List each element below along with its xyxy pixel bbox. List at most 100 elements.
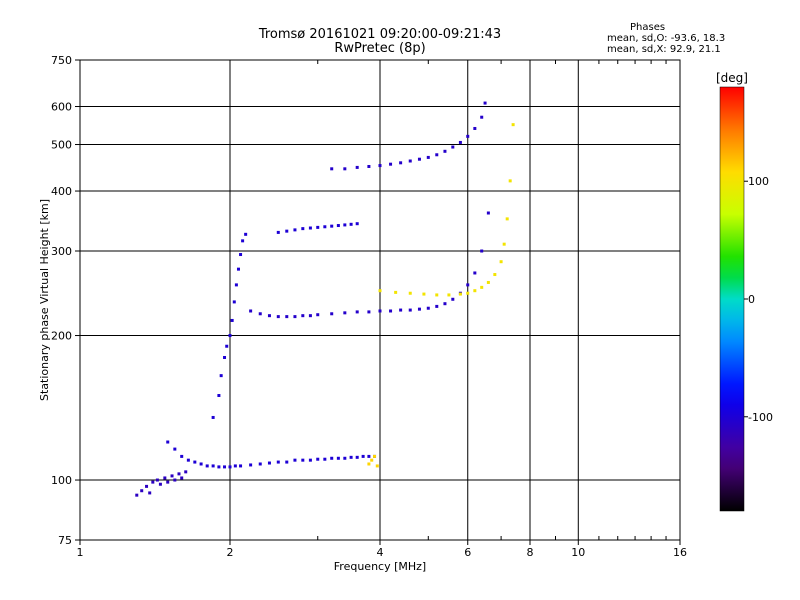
- colorbar-label: [deg]: [716, 71, 748, 85]
- data-point: [480, 115, 484, 119]
- series-f2-x-mode: [378, 123, 515, 297]
- data-point: [505, 217, 509, 221]
- series-e-layer-tail: [367, 454, 379, 468]
- series-f1-echo-2f: [330, 101, 487, 171]
- y-tick-label: 300: [51, 245, 72, 258]
- y-tick-label: 75: [58, 534, 72, 547]
- data-point: [499, 260, 503, 264]
- data-point: [370, 458, 374, 462]
- data-point: [473, 271, 477, 275]
- data-point: [223, 465, 227, 469]
- data-point: [186, 458, 190, 462]
- data-point: [336, 456, 340, 460]
- data-point: [443, 302, 447, 306]
- data-point: [349, 455, 353, 459]
- data-point: [241, 239, 245, 243]
- data-point: [285, 315, 289, 319]
- data-point: [373, 454, 377, 458]
- data-point: [151, 480, 155, 484]
- data-point: [349, 222, 353, 226]
- data-point: [155, 478, 159, 482]
- data-point: [480, 249, 484, 253]
- data-point: [158, 482, 162, 486]
- chart-subtitle: RwPretec (8p): [334, 41, 426, 56]
- data-point: [483, 101, 487, 105]
- data-point: [301, 227, 305, 231]
- data-point: [276, 230, 280, 234]
- data-point: [308, 314, 312, 318]
- y-tick-label: 750: [51, 54, 72, 67]
- data-point: [408, 308, 412, 312]
- x-tick-label: 2: [227, 546, 234, 559]
- data-point: [508, 179, 512, 183]
- x-tick-label: 10: [571, 546, 585, 559]
- data-point: [223, 355, 227, 359]
- data-point: [293, 458, 297, 462]
- data-point: [466, 291, 470, 295]
- colorbar: [719, 86, 745, 512]
- data-point: [316, 313, 320, 317]
- data-point: [228, 334, 232, 338]
- data-point: [330, 312, 334, 316]
- data-point: [417, 307, 421, 311]
- data-point: [217, 465, 221, 469]
- data-point: [219, 374, 223, 378]
- data-point: [408, 159, 412, 163]
- data-point: [394, 290, 398, 294]
- x-tick-label: 6: [464, 546, 471, 559]
- data-point: [355, 455, 359, 459]
- data-point: [486, 280, 490, 284]
- data-point: [435, 153, 439, 157]
- data-point: [367, 164, 371, 168]
- data-point: [378, 309, 382, 313]
- data-point: [316, 225, 320, 229]
- series-f1-patch: [276, 222, 359, 234]
- data-point: [323, 225, 327, 229]
- data-point: [205, 464, 209, 468]
- colorbar-tick-label: 100: [748, 175, 769, 188]
- colorbar-tick-label: -100: [748, 411, 773, 424]
- data-point: [493, 273, 497, 277]
- data-point: [140, 489, 144, 493]
- data-point: [343, 223, 347, 227]
- phases-title: Phases: [630, 22, 666, 33]
- data-point: [511, 123, 515, 127]
- data-point: [148, 491, 152, 495]
- data-point: [466, 134, 470, 138]
- data-point: [361, 454, 365, 458]
- data-point: [355, 222, 359, 226]
- data-point: [180, 476, 184, 480]
- data-point: [301, 458, 305, 462]
- data-point: [234, 283, 238, 287]
- data-point: [225, 344, 229, 348]
- data-point: [355, 165, 359, 169]
- data-point: [375, 464, 379, 468]
- data-point: [177, 472, 181, 476]
- data-point: [267, 314, 271, 318]
- y-tick-label: 600: [51, 101, 72, 114]
- data-point: [399, 308, 403, 312]
- data-point: [244, 232, 248, 236]
- data-point: [228, 465, 232, 469]
- data-point: [367, 310, 371, 314]
- data-point: [417, 157, 421, 161]
- data-point: [249, 309, 253, 313]
- data-point: [367, 454, 371, 458]
- data-point: [355, 310, 359, 314]
- data-point: [451, 297, 455, 301]
- y-axis-label: Stationary phase Virtual Height [km]: [38, 199, 51, 401]
- data-point: [285, 460, 289, 464]
- data-point: [258, 312, 262, 316]
- data-point: [480, 285, 484, 289]
- data-point: [473, 289, 477, 293]
- data-point: [233, 464, 237, 468]
- data-point: [502, 242, 506, 246]
- data-point: [422, 292, 426, 296]
- series-f1-cusp: [211, 232, 248, 419]
- series-e-layer-low: [135, 470, 188, 497]
- data-point: [330, 167, 334, 171]
- data-point: [239, 464, 243, 468]
- data-point: [293, 228, 297, 232]
- data-point: [293, 315, 297, 319]
